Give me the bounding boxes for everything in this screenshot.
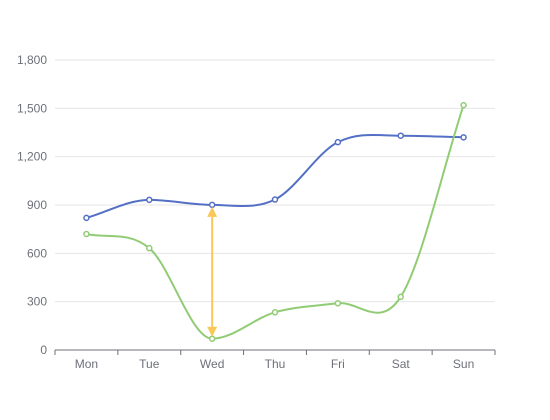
data-point[interactable]: [83, 230, 90, 238]
series-group: [83, 101, 467, 342]
data-point[interactable]: [146, 196, 153, 204]
difference-annotation: [207, 206, 218, 337]
y-tick-label: 1,200: [17, 150, 47, 164]
x-tick-label: Fri: [331, 357, 345, 371]
series-0: [83, 132, 467, 222]
data-point[interactable]: [208, 201, 216, 209]
x-axis-labels: Mon Tue Wed Thu Fri Sat Sun: [75, 357, 474, 371]
data-point[interactable]: [146, 244, 153, 252]
x-axis: [54, 349, 496, 355]
data-point[interactable]: [271, 309, 279, 316]
y-tick-label: 0: [40, 343, 47, 357]
data-point[interactable]: [334, 300, 342, 307]
data-point[interactable]: [271, 196, 279, 203]
data-point[interactable]: [397, 132, 404, 139]
x-tick-label: Mon: [75, 357, 98, 371]
data-point[interactable]: [460, 101, 467, 109]
data-point[interactable]: [334, 138, 342, 146]
data-point[interactable]: [397, 293, 404, 301]
y-tick-label: 1,800: [17, 53, 47, 67]
series-1: [83, 101, 467, 342]
data-point[interactable]: [83, 214, 90, 222]
x-tick-label: Sat: [392, 357, 411, 371]
y-grid: [55, 59, 495, 303]
series-line: [86, 104, 465, 340]
x-tick-label: Sun: [453, 357, 474, 371]
data-point[interactable]: [460, 134, 467, 141]
y-tick-label: 1,500: [17, 101, 47, 115]
arrow-head-down-icon: [207, 326, 218, 337]
x-tick-label: Tue: [139, 357, 160, 371]
y-tick-label: 300: [27, 295, 47, 309]
arrow-head-up-icon: [207, 206, 218, 217]
y-tick-label: 900: [27, 198, 47, 212]
x-tick-label: Wed: [200, 357, 224, 371]
y-tick-label: 600: [27, 246, 47, 260]
x-tick-label: Thu: [265, 357, 286, 371]
y-axis-labels: 0 300 600 900 1,200 1,500 1,800: [17, 53, 47, 357]
data-point[interactable]: [208, 335, 216, 342]
